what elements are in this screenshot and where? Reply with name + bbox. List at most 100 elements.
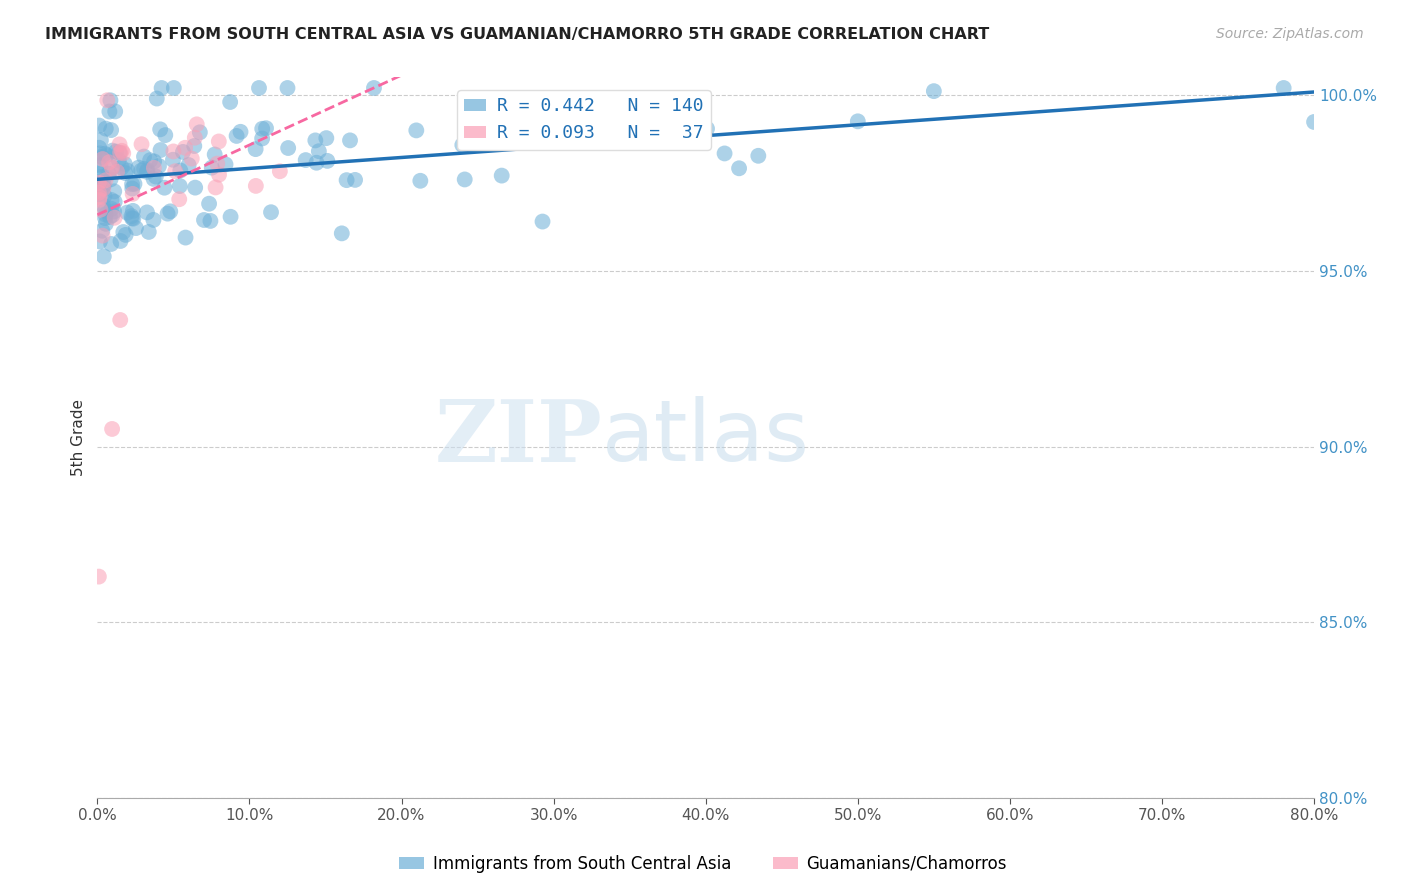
Point	[121, 186, 143, 201]
Point	[336, 173, 359, 187]
Point	[174, 230, 197, 244]
Point	[101, 161, 124, 175]
Point	[93, 249, 115, 263]
Point	[108, 153, 131, 168]
Point	[315, 131, 337, 145]
Point	[155, 128, 177, 142]
Point	[98, 210, 121, 224]
Point	[184, 130, 207, 145]
Point	[91, 152, 114, 166]
Point	[100, 172, 122, 186]
Point	[177, 158, 200, 172]
Legend: R = 0.442   N = 140, R = 0.093   N =  37: R = 0.442 N = 140, R = 0.093 N = 37	[457, 90, 711, 150]
Point	[146, 91, 169, 105]
Point	[229, 125, 252, 139]
Point	[97, 167, 120, 181]
Point	[405, 123, 427, 137]
Point	[112, 146, 135, 161]
Point	[208, 168, 231, 182]
Point	[339, 133, 361, 147]
Point	[124, 177, 146, 191]
Point	[89, 119, 111, 133]
Point	[139, 153, 162, 168]
Point	[105, 145, 128, 159]
Point	[90, 133, 112, 147]
Text: ZIP: ZIP	[434, 396, 602, 480]
Point	[536, 129, 558, 144]
Point	[87, 187, 110, 202]
Point	[276, 81, 298, 95]
Point	[696, 121, 718, 136]
Point	[162, 145, 184, 159]
Point	[122, 211, 145, 226]
Point	[728, 161, 751, 176]
Point	[142, 172, 165, 186]
Point	[330, 227, 353, 241]
Point	[254, 121, 277, 136]
Point	[344, 173, 367, 187]
Point	[94, 173, 117, 187]
Point	[363, 81, 385, 95]
Point	[98, 155, 121, 169]
Point	[104, 194, 127, 209]
Point	[204, 147, 226, 161]
Point	[252, 121, 274, 136]
Point	[165, 164, 187, 178]
Point	[184, 180, 207, 194]
Point	[111, 161, 134, 175]
Point	[94, 203, 117, 218]
Point	[111, 144, 134, 158]
Point	[169, 163, 191, 178]
Point	[91, 198, 114, 212]
Point	[90, 169, 112, 184]
Point	[174, 141, 197, 155]
Point	[121, 181, 143, 195]
Point	[89, 167, 111, 181]
Point	[114, 227, 136, 242]
Point	[89, 193, 111, 207]
Point	[454, 172, 477, 186]
Point	[245, 142, 267, 156]
Point	[142, 161, 165, 175]
Point	[103, 184, 125, 198]
Point	[201, 161, 224, 175]
Point	[219, 95, 242, 109]
Point	[100, 237, 122, 252]
Point	[305, 155, 328, 169]
Legend: Immigrants from South Central Asia, Guamanians/Chamorros: Immigrants from South Central Asia, Guam…	[392, 848, 1014, 880]
Point	[260, 205, 283, 219]
Point	[87, 178, 110, 193]
Text: IMMIGRANTS FROM SOUTH CENTRAL ASIA VS GUAMANIAN/CHAMORRO 5TH GRADE CORRELATION C: IMMIGRANTS FROM SOUTH CENTRAL ASIA VS GU…	[45, 27, 990, 42]
Point	[245, 178, 267, 193]
Point	[94, 208, 117, 222]
Point	[87, 157, 110, 171]
Point	[105, 165, 128, 179]
Point	[162, 153, 184, 167]
Point	[308, 145, 330, 159]
Point	[499, 109, 522, 123]
Point	[180, 152, 202, 166]
Point	[87, 176, 110, 190]
Point	[149, 122, 172, 136]
Point	[713, 146, 735, 161]
Point	[167, 192, 190, 206]
Point	[110, 313, 132, 327]
Point	[104, 211, 127, 225]
Point	[846, 114, 869, 128]
Point	[200, 214, 222, 228]
Point	[103, 204, 125, 219]
Point	[131, 137, 153, 152]
Point	[409, 174, 432, 188]
Point	[93, 181, 115, 195]
Point	[114, 157, 136, 171]
Point	[294, 153, 316, 167]
Point	[183, 139, 205, 153]
Text: atlas: atlas	[602, 396, 810, 479]
Point	[89, 175, 111, 189]
Point	[93, 178, 115, 192]
Point	[117, 163, 139, 178]
Text: Source: ZipAtlas.com: Source: ZipAtlas.com	[1216, 27, 1364, 41]
Point	[98, 104, 121, 119]
Point	[148, 159, 170, 173]
Point	[121, 209, 143, 223]
